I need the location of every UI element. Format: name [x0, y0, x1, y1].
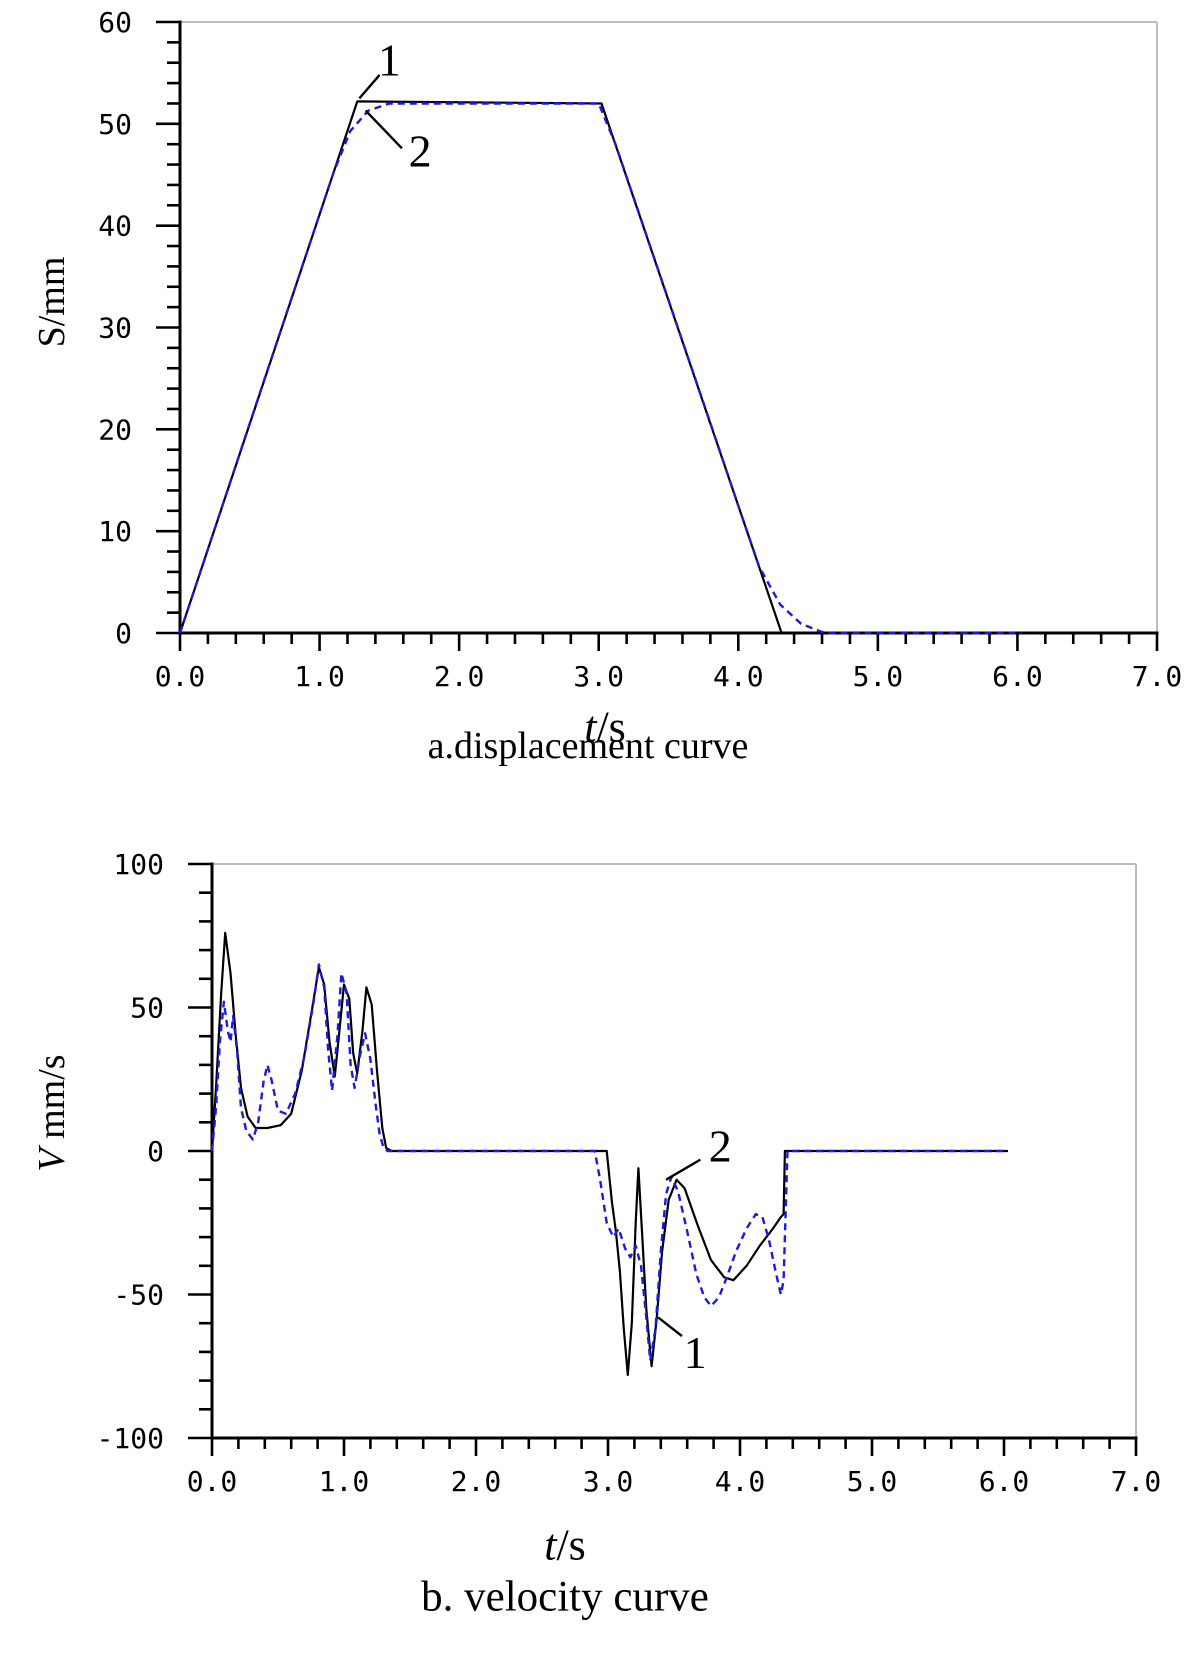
y-tick-label: 100	[113, 848, 164, 881]
annotation-label-2: 2	[409, 125, 432, 176]
annotation-label-2: 2	[709, 1120, 732, 1171]
velocity-y-axis-label: V mm/s	[31, 1054, 73, 1172]
x-tick-label: 1.0	[319, 1465, 370, 1498]
x-tick-label: 0.0	[187, 1465, 238, 1498]
x-tick-label: 3.0	[583, 1465, 634, 1498]
x-tick-label: 7.0	[1132, 660, 1183, 693]
y-tick-label: 50	[98, 108, 132, 141]
annotation-label-1: 1	[684, 1327, 707, 1378]
x-tick-label: 4.0	[715, 1465, 766, 1498]
y-tick-label: -50	[113, 1279, 164, 1312]
x-tick-label: 7.0	[1111, 1465, 1162, 1498]
y-tick-label: 40	[98, 210, 132, 243]
x-tick-label: 4.0	[713, 660, 764, 693]
annotation-leader-1	[358, 74, 381, 100]
y-tick-label: 20	[98, 413, 132, 446]
y-tick-label: 30	[98, 312, 132, 345]
velocity-chart: 0.0 1.0 2.0 3.0 4.0 5.0 6.0 7.0 -100 -50 0 50 100 2 1	[97, 848, 1162, 1498]
x-tick-label: 0.0	[155, 660, 206, 693]
y-tick-label: 10	[98, 515, 132, 548]
velocity-caption: b. velocity curve	[421, 1573, 709, 1621]
y-tick-label: 60	[98, 6, 132, 39]
x-tick-label: 1.0	[294, 660, 345, 693]
annotation-leader-2	[364, 109, 403, 150]
x-tick-label: 2.0	[434, 660, 485, 693]
x-tick-label: 5.0	[847, 1465, 898, 1498]
annotation-leader-2	[665, 1158, 702, 1181]
annotation-label-1: 1	[378, 35, 401, 86]
series-line-2	[178, 102, 1022, 635]
y-tick-label: -100	[97, 1422, 164, 1455]
y-tick-label: 0	[147, 1135, 164, 1168]
series-line-1	[210, 931, 1008, 1377]
displacement-chart: 0.0 1.0 2.0 3.0 4.0 5.0 6.0 7.0 0 10 20 30 40 50 60 12	[98, 6, 1182, 693]
series-line-2	[210, 963, 1008, 1362]
x-tick-label: 3.0	[573, 660, 624, 693]
y-tick-label: 0	[115, 617, 132, 650]
x-tick-label: 6.0	[979, 1465, 1030, 1498]
x-tick-label: 6.0	[992, 660, 1043, 693]
displacement-caption: a.displacement curve	[427, 725, 749, 767]
displacement-x-axis-label: t/s	[584, 702, 626, 752]
displacement-y-axis-label: S/mm	[31, 256, 73, 348]
series-line-1	[178, 100, 1022, 635]
annotation-leader-1	[657, 1316, 683, 1338]
velocity-x-axis-label: t/s	[544, 1520, 586, 1570]
x-tick-label: 5.0	[853, 660, 904, 693]
y-tick-label: 50	[130, 992, 164, 1025]
x-tick-label: 2.0	[451, 1465, 502, 1498]
